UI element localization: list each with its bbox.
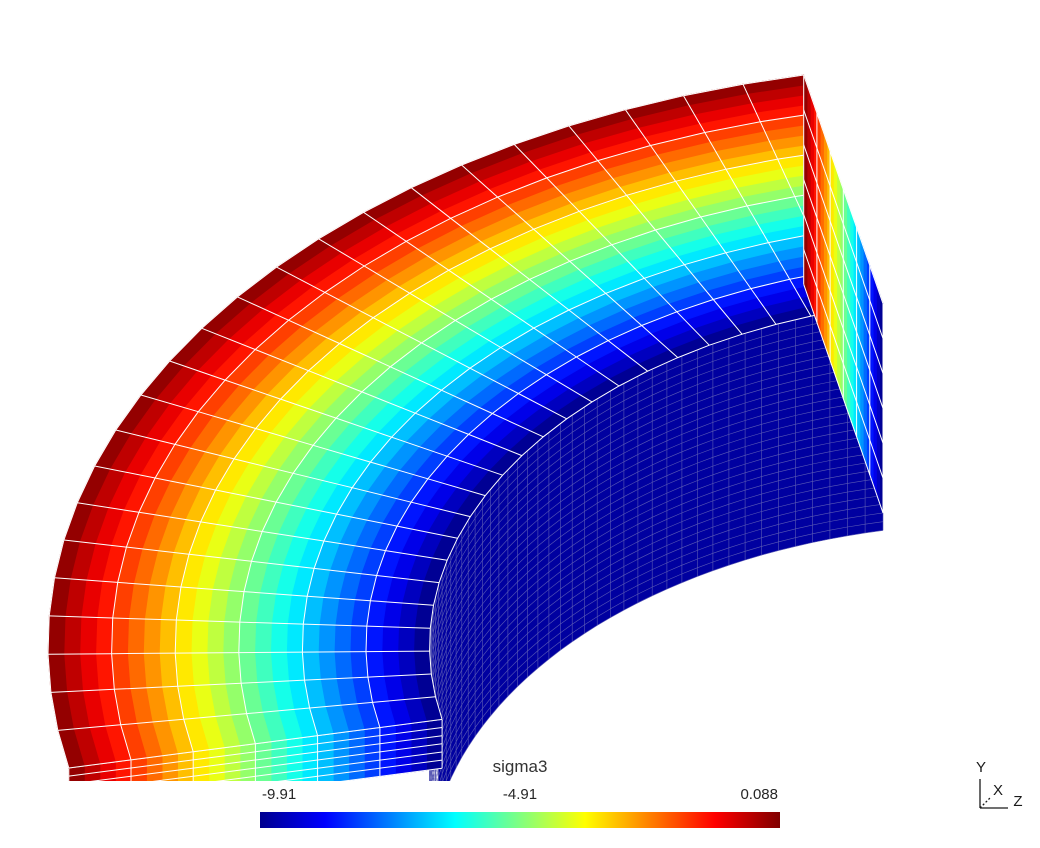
svg-text:Y: Y xyxy=(976,759,986,776)
svg-text:-4.91: -4.91 xyxy=(503,786,537,803)
svg-text:X: X xyxy=(993,782,1003,799)
svg-text:Z: Z xyxy=(1013,793,1022,810)
svg-text:0.088: 0.088 xyxy=(740,786,778,803)
svg-text:sigma3: sigma3 xyxy=(493,757,548,776)
svg-text:-9.91: -9.91 xyxy=(262,786,296,803)
